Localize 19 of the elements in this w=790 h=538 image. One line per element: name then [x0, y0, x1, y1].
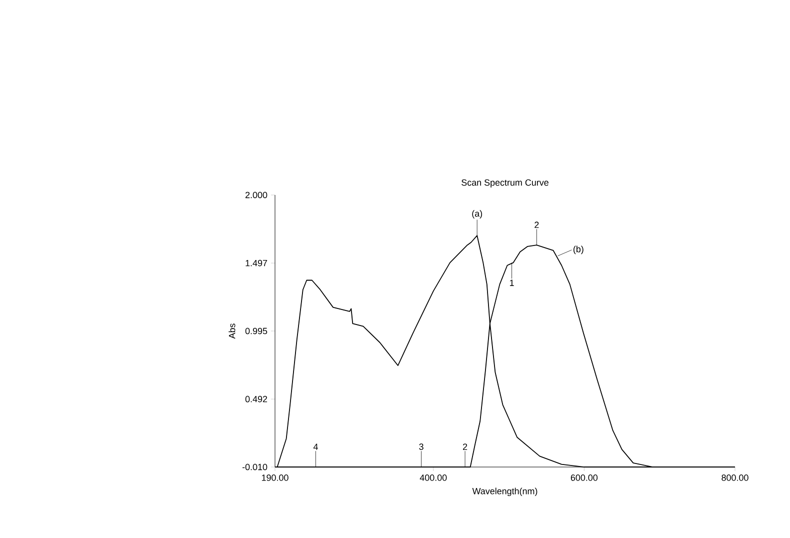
annotation: 2	[534, 222, 539, 228]
annotation: (a)	[472, 210, 482, 218]
y-tick-label: 0.492	[245, 396, 268, 402]
annotation: 4	[313, 444, 318, 450]
annotation: (b)	[573, 246, 584, 254]
y-tick-label: 0.995	[245, 328, 268, 334]
x-tick-label: 600.00	[570, 474, 598, 481]
x-tick-label: 800.00	[722, 474, 748, 481]
y-tick-label: 2.000	[246, 192, 268, 198]
chart-title: Scan Spectrum Curve	[462, 179, 548, 188]
annotation: 1	[510, 280, 514, 286]
annotation: 2	[462, 444, 468, 450]
x-tick-label: 400.00	[420, 474, 447, 481]
y-tick-label: -0.010	[242, 464, 268, 470]
x-tick-label: 190.00	[262, 474, 288, 481]
x-axis-title: Wavelength(nm)	[472, 488, 538, 496]
annotation: 3	[419, 444, 424, 450]
y-axis-title: Abs	[228, 324, 236, 339]
y-tick-label: 1.497	[246, 260, 268, 266]
